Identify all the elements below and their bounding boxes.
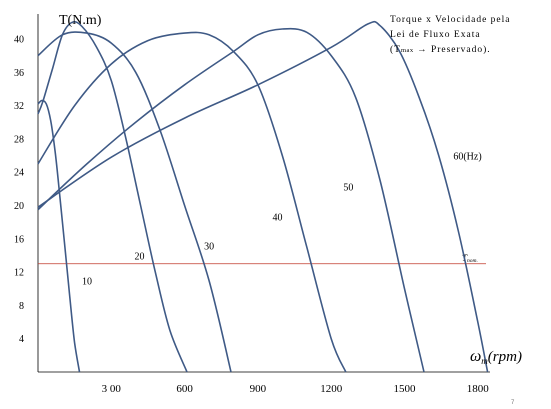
y-tick-label: 28 [14, 134, 24, 145]
y-tick-label: 12 [14, 268, 24, 279]
preserved-text: Preservado). [430, 45, 491, 55]
y-tick-label: 36 [14, 68, 24, 79]
x-tick-labels: 3 00 600 900 1200 1500 1800 [102, 383, 490, 395]
curve-10 [37, 99, 81, 373]
x-tick-label: 900 [250, 383, 267, 395]
y-tick-label: 8 [19, 301, 24, 312]
tmax-sub: max [400, 47, 414, 54]
curve-50 [37, 27, 425, 373]
y-tick-labels: 4 8 12 16 20 24 28 32 36 40 [14, 34, 24, 345]
page-number: 7 [511, 400, 515, 406]
y-tick-label: 20 [14, 201, 24, 212]
annotation-line-3: (Tmax → Preservado). [390, 45, 491, 55]
curve-label: 50 [343, 183, 353, 194]
curve-20 [37, 20, 188, 373]
x-tick-label: 1800 [467, 383, 490, 395]
curve-label: 30 [204, 242, 214, 253]
rated-torque-group: Tnom. [38, 253, 486, 265]
curve-label: 20 [135, 252, 145, 263]
annotation-line-1: Torque x Velocidade pela [390, 15, 511, 25]
x-axis-subscript: m [481, 356, 488, 366]
x-tick-label: 1500 [393, 383, 416, 395]
y-tick-label: 32 [14, 101, 24, 112]
x-tick-label: 3 00 [102, 383, 122, 395]
x-axis-unit: (rpm) [488, 349, 522, 365]
x-axis-title: ωm(rpm) [470, 348, 522, 366]
curve-label: 40 [273, 212, 283, 223]
curve-60hz [37, 20, 489, 373]
y-tick-label: 24 [14, 168, 24, 179]
y-tick-label: 16 [14, 234, 24, 245]
x-tick-label: 600 [176, 383, 193, 395]
x-axis-symbol: ω [470, 348, 481, 365]
tmax-symbol: Tmax [394, 45, 414, 55]
curve-40 [37, 31, 347, 373]
y-tick-label: 4 [19, 334, 24, 345]
annotation-line-2: Lei de Fluxo Exata [390, 30, 481, 40]
curve-label: 10 [82, 277, 92, 288]
curve-label: 60(Hz) [453, 152, 481, 163]
rated-torque-sub: nom. [467, 258, 478, 264]
torque-curves [37, 20, 489, 373]
curve-labels: 10 20 30 40 50 60(Hz) [82, 152, 482, 288]
tmax-main: T [394, 45, 401, 55]
arrow-glyph: → [417, 45, 428, 55]
y-tick-label: 40 [14, 34, 24, 45]
y-axis-title: T(N.m) [59, 13, 102, 28]
chart-annotation: Torque x Velocidade pela Lei de Fluxo Ex… [390, 13, 548, 58]
curve-30 [37, 31, 232, 373]
axes [37, 14, 490, 373]
x-tick-label: 1200 [320, 383, 343, 395]
